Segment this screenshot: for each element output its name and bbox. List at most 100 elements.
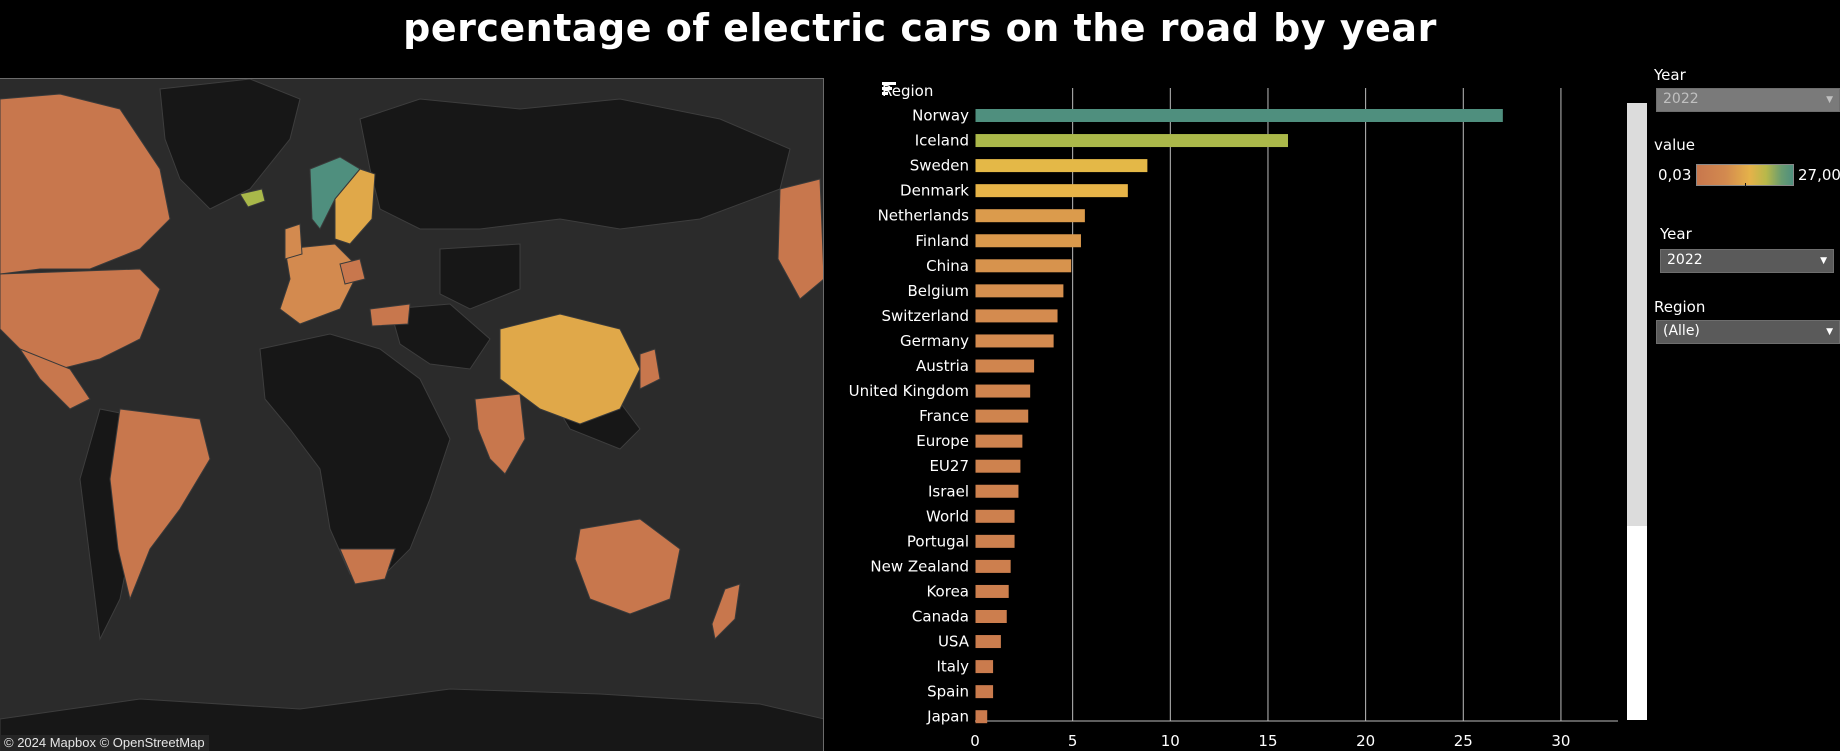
region-header-label: Region (882, 82, 934, 100)
category-label[interactable]: Canada (912, 608, 969, 626)
bar-canada[interactable] (975, 610, 1007, 623)
category-label[interactable]: USA (938, 633, 970, 651)
region-korea-japan (639, 348, 661, 390)
central-asia (439, 243, 521, 310)
bar-italy[interactable] (975, 660, 994, 674)
map-attribution[interactable]: © 2024 Mapbox © OpenStreetMap (0, 735, 209, 751)
bar-japan[interactable] (975, 710, 988, 724)
category-label[interactable]: China (926, 257, 969, 275)
chevron-down-icon: ▼ (1826, 95, 1833, 105)
bar-switzerland[interactable] (975, 309, 1058, 323)
category-label[interactable]: New Zealand (870, 557, 969, 575)
year-filter-top-label: Year (1654, 66, 1686, 84)
bar-israel[interactable] (975, 484, 1019, 498)
region-alaska-east (777, 178, 823, 300)
region-filter-value: (Alle) (1663, 323, 1700, 339)
color-legend-min: 0,03 (1658, 166, 1692, 184)
filter-panel: Year 2022 ▼ value 0,03 27,00 Year 2022 ▼… (1654, 0, 1840, 751)
region-brazil-chile (109, 408, 211, 601)
x-tick-label-0: 0 (970, 732, 980, 750)
chevron-down-icon: ▼ (1826, 327, 1833, 337)
region-china (499, 313, 641, 425)
category-label[interactable]: Switzerland (882, 307, 970, 325)
category-label[interactable]: Italy (936, 658, 969, 676)
region-south-africa (339, 548, 396, 585)
region-usa (0, 268, 161, 370)
category-label[interactable]: Denmark (900, 182, 969, 200)
bar-korea[interactable] (975, 584, 1009, 598)
bar-denmark[interactable] (975, 184, 1128, 198)
bar-spain[interactable] (975, 685, 994, 699)
region-iceland (239, 188, 266, 208)
category-label[interactable]: United Kingdom (849, 382, 969, 400)
category-label[interactable]: Israel (928, 482, 969, 500)
region-filter-label: Region (1654, 298, 1706, 316)
region-italy-poland (339, 258, 366, 285)
category-label[interactable]: Iceland (915, 132, 969, 150)
chevron-down-icon: ▼ (1820, 256, 1827, 266)
color-legend-marker (1745, 183, 1746, 187)
bar-belgium[interactable] (975, 284, 1064, 298)
category-label[interactable]: Norway (912, 107, 969, 125)
year-filter-value: 2022 (1667, 252, 1703, 268)
scrollbar-thumb[interactable] (1627, 103, 1647, 526)
category-label[interactable]: Netherlands (878, 207, 970, 225)
bar-china[interactable] (975, 259, 1072, 273)
x-tick-label-25: 25 (1454, 732, 1473, 750)
category-label[interactable]: Belgium (908, 282, 970, 300)
category-label[interactable]: EU27 (929, 457, 969, 475)
middle-east (389, 303, 491, 370)
bar-france[interactable] (975, 409, 1029, 423)
category-label[interactable]: World (926, 507, 969, 525)
year-filter-top-select[interactable]: 2022 ▼ (1656, 88, 1840, 112)
category-label[interactable]: Japan (926, 708, 969, 726)
bar-finland[interactable] (975, 234, 1081, 248)
region-turkey-israel (369, 303, 411, 327)
region-australia (574, 518, 681, 615)
bar-germany[interactable] (975, 334, 1054, 348)
category-label[interactable]: Portugal (907, 532, 969, 550)
world-map[interactable]: © 2024 Mapbox © OpenStreetMap (0, 78, 824, 751)
region-filter-select[interactable]: (Alle) ▼ (1656, 320, 1840, 344)
category-label[interactable]: Finland (915, 232, 969, 250)
year-filter-top-value: 2022 (1663, 91, 1699, 107)
x-tick-label-20: 20 (1356, 732, 1375, 750)
bar-netherlands[interactable] (975, 209, 1085, 223)
category-label[interactable]: Austria (916, 357, 969, 375)
region-india (474, 393, 526, 475)
bar-world[interactable] (975, 509, 1015, 523)
bar-united-kingdom[interactable] (975, 384, 1031, 398)
bar-norway[interactable] (975, 109, 1503, 122)
year-filter-select[interactable]: 2022 ▼ (1660, 249, 1834, 273)
category-label[interactable]: Germany (900, 332, 969, 350)
bar-europe[interactable] (975, 434, 1023, 448)
greenland (159, 79, 301, 210)
region-mexico (18, 347, 91, 410)
bar-portugal[interactable] (975, 534, 1015, 548)
africa (259, 333, 451, 580)
region-canada (0, 93, 171, 275)
bar-chart-svg: 0 5 10 15 20 25 30 Norway Iceland Sweden Denmark Ne… (849, 88, 1618, 750)
bar-austria[interactable] (975, 359, 1035, 373)
bar-chart: 0 5 10 15 20 25 30 Norway Iceland Sweden Denmark Ne… (830, 78, 1630, 751)
russia-north-asia (359, 98, 791, 230)
bar-new-zealand[interactable] (975, 559, 1011, 573)
category-label[interactable]: Europe (916, 432, 969, 450)
color-legend-max: 27,00 (1798, 166, 1840, 184)
region-uk (284, 223, 303, 260)
bar-iceland[interactable] (975, 134, 1289, 148)
x-tick-label-15: 15 (1258, 732, 1277, 750)
category-label[interactable]: Sweden (910, 157, 969, 175)
bar-eu27[interactable] (975, 459, 1021, 473)
bar-sweden[interactable] (975, 159, 1148, 173)
year-filter-label: Year (1660, 225, 1692, 243)
x-tick-label-10: 10 (1161, 732, 1180, 750)
bar-usa[interactable] (975, 635, 1001, 649)
category-label[interactable]: Spain (927, 683, 969, 701)
page-title: percentage of electric cars on the road … (403, 6, 1437, 50)
category-label[interactable]: France (919, 407, 969, 425)
chart-scrollbar[interactable] (1627, 103, 1647, 720)
region-column-header[interactable]: Region (882, 82, 935, 100)
map-canvas[interactable] (0, 79, 824, 751)
category-label[interactable]: Korea (926, 582, 969, 600)
